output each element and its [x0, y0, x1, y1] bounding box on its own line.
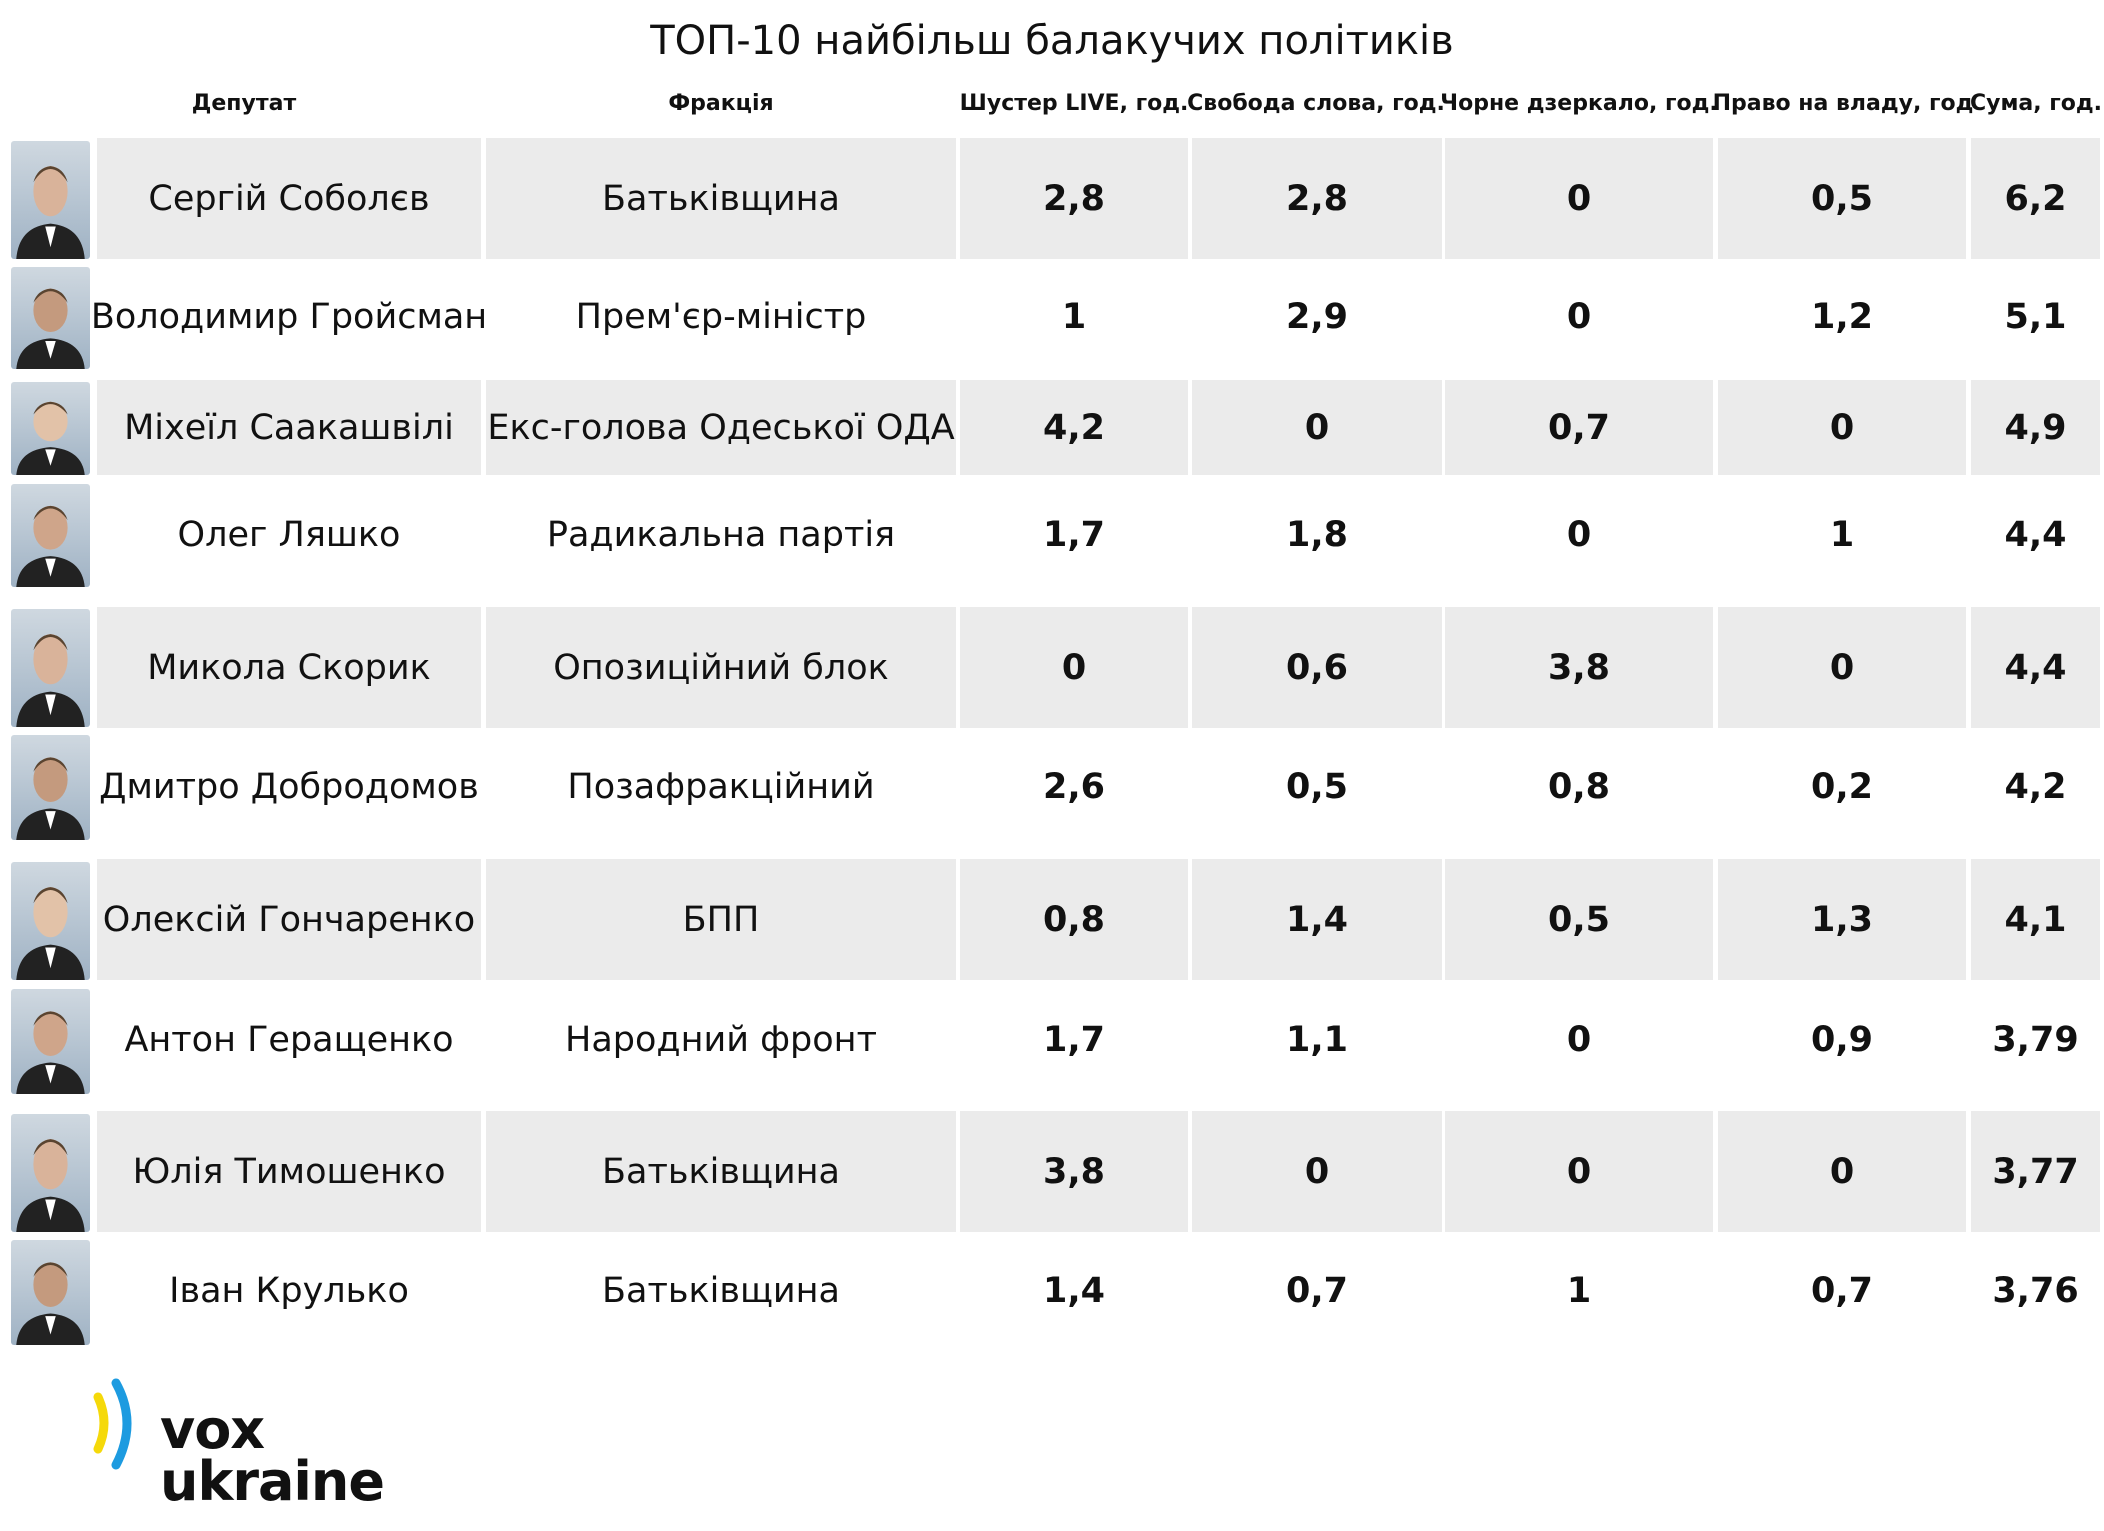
hours-value: 1 — [1829, 515, 1855, 555]
hours-value: 0 — [1192, 380, 1442, 475]
hours-value: 1,8 — [1285, 515, 1348, 555]
hours-value: 4,1 — [1971, 859, 2100, 980]
faction: Екс-голова Одеської ОДА — [486, 380, 956, 475]
column-header: Фракція — [668, 91, 774, 116]
hours-value: 1,4 — [1042, 1270, 1105, 1311]
hours-value: 0,7 — [1285, 1270, 1348, 1311]
hours-value: 4,4 — [2004, 515, 2067, 555]
deputy-name: Дмитро Добродомов — [99, 766, 479, 807]
deputy-name: Сергій Соболєв — [97, 138, 481, 259]
column-header: Свобода слова, год. — [1187, 91, 1445, 116]
portrait — [11, 382, 90, 475]
logo-text: vox — [160, 1398, 265, 1461]
hours-value: 0,8 — [1547, 766, 1610, 807]
hours-value: 0,9 — [1810, 1019, 1873, 1060]
faction: Батьківщина — [486, 1111, 956, 1232]
hours-value: 5,1 — [2004, 296, 2067, 337]
faction: Опозиційний блок — [486, 607, 956, 728]
hours-value: 4,4 — [1971, 607, 2100, 728]
column-header: Чорне дзеркало, год. — [1440, 91, 1718, 116]
hours-value: 0 — [1192, 1111, 1442, 1232]
portrait — [11, 862, 90, 980]
hours-value: 0,2 — [1810, 766, 1873, 807]
portrait — [11, 484, 90, 587]
hours-value: 3,8 — [1445, 607, 1713, 728]
hours-value: 1,4 — [1192, 859, 1442, 980]
hours-value: 2,6 — [1042, 766, 1105, 807]
deputy-name: Олексій Гончаренко — [97, 859, 481, 980]
hours-value: 1,3 — [1718, 859, 1966, 980]
faction: Радикальна партія — [546, 515, 896, 555]
hours-value: 1,1 — [1285, 1019, 1348, 1060]
hours-value: 0,8 — [960, 859, 1188, 980]
logo-text: ukraine — [160, 1450, 385, 1513]
hours-value: 0 — [1445, 1111, 1713, 1232]
hours-value: 6,2 — [1971, 138, 2100, 259]
hours-value: 1 — [1566, 1270, 1592, 1311]
hours-value: 2,8 — [960, 138, 1188, 259]
hours-value: 0,7 — [1445, 380, 1713, 475]
hours-value: 3,77 — [1971, 1111, 2100, 1232]
portrait — [11, 609, 90, 727]
deputy-name: Олег Ляшко — [177, 515, 401, 555]
faction: Батьківщина — [601, 1270, 840, 1311]
hours-value: 1,7 — [1042, 515, 1105, 555]
logo-mark — [93, 1378, 132, 1470]
deputy-name: Іван Крулько — [169, 1270, 409, 1311]
hours-value: 0 — [1566, 515, 1592, 555]
hours-value: 0 — [960, 607, 1188, 728]
faction: Прем'єр-міністр — [575, 296, 867, 337]
hours-value: 0 — [1566, 296, 1592, 337]
portrait — [11, 267, 90, 369]
column-header: Шустер LIVE, год. — [959, 91, 1189, 116]
faction: БПП — [486, 859, 956, 980]
deputy-name: Юлія Тимошенко — [97, 1111, 481, 1232]
deputy-name: Міхеїл Саакашвілі — [97, 380, 481, 475]
hours-value: 1,2 — [1810, 296, 1873, 337]
hours-value: 0 — [1718, 607, 1966, 728]
faction: Батьківщина — [486, 138, 956, 259]
hours-value: 2,8 — [1192, 138, 1442, 259]
hours-value: 0 — [1718, 380, 1966, 475]
hours-value: 0 — [1718, 1111, 1966, 1232]
column-header: Право на владу, год — [1712, 91, 1974, 116]
faction: Народний фронт — [565, 1019, 877, 1060]
hours-value: 3,76 — [1992, 1270, 2079, 1311]
portrait — [11, 1114, 90, 1232]
hours-value: 3,79 — [1992, 1019, 2079, 1060]
hours-value: 0,5 — [1285, 766, 1348, 807]
portrait — [11, 141, 90, 259]
deputy-name: Микола Скорик — [97, 607, 481, 728]
title: ТОП-10 найбільш балакучих політиків — [650, 18, 1454, 64]
hours-value: 0,7 — [1810, 1270, 1873, 1311]
faction: Позафракційний — [567, 766, 875, 807]
hours-value: 4,2 — [960, 380, 1188, 475]
hours-value: 0,5 — [1445, 859, 1713, 980]
column-header: Депутат — [191, 91, 297, 116]
deputy-name: Володимир Гройсман — [90, 296, 488, 337]
hours-value: 1,7 — [1042, 1019, 1105, 1060]
hours-value: 4,2 — [2004, 766, 2067, 807]
hours-value: 4,9 — [1971, 380, 2100, 475]
hours-value: 2,9 — [1285, 296, 1348, 337]
hours-value: 0,6 — [1192, 607, 1442, 728]
portrait — [11, 1240, 90, 1345]
hours-value: 0,5 — [1718, 138, 1966, 259]
hours-value: 0 — [1445, 138, 1713, 259]
hours-value: 0 — [1566, 1019, 1592, 1060]
portrait — [11, 989, 90, 1094]
hours-value: 3,8 — [960, 1111, 1188, 1232]
column-header: Сума, год. — [1969, 91, 2103, 116]
deputy-name: Антон Геращенко — [124, 1019, 454, 1060]
portrait — [11, 735, 90, 840]
hours-value: 1 — [1061, 296, 1087, 337]
